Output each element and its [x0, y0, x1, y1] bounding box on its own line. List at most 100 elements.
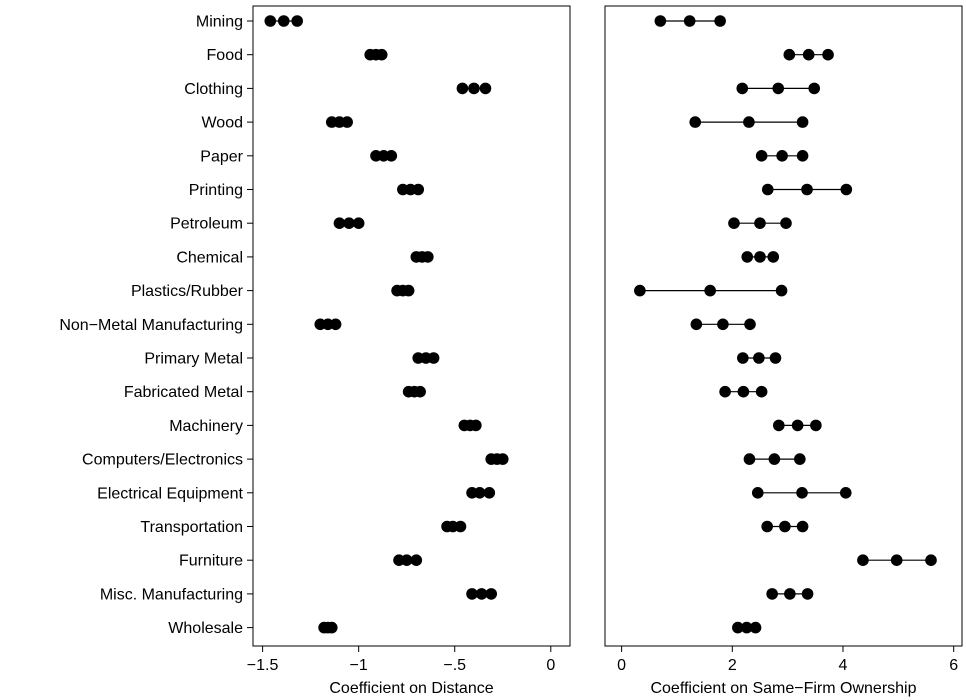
estimate-point: [717, 318, 729, 331]
estimate-point: [791, 419, 804, 432]
category-label: Clothing: [184, 81, 243, 98]
distance-row: [412, 352, 440, 364]
ownership-row: [654, 15, 726, 27]
estimate-point: [779, 520, 791, 533]
distance-row: [314, 318, 342, 331]
distance-row: [458, 419, 482, 432]
interval-low-point: [456, 82, 469, 95]
interval-high-point: [822, 48, 834, 61]
interval-high-point: [767, 251, 780, 263]
distance-row: [370, 150, 398, 162]
category-label: Paper: [200, 148, 243, 165]
interval-high-point: [329, 318, 342, 331]
interval-high-point: [485, 588, 498, 600]
interval-high-point: [341, 116, 353, 128]
x-tick-label: 6: [949, 657, 958, 674]
interval-high-point: [414, 385, 426, 398]
interval-low-point: [741, 251, 754, 263]
interval-high-point: [775, 284, 788, 297]
estimate-point: [683, 15, 696, 27]
category-label: Chemical: [176, 249, 243, 266]
ownership-row: [732, 621, 762, 634]
interval-high-point: [427, 352, 440, 364]
x-tick-label: −1: [350, 657, 368, 674]
estimate-point: [400, 554, 413, 566]
ownership-panel: 0 2 4 6 Coefficient on Same−Firm Ownership: [604, 5, 963, 697]
ownership-row: [743, 453, 806, 465]
ownership-row: [737, 352, 782, 364]
category-label: Machinery: [169, 418, 243, 435]
distance-row: [364, 48, 388, 61]
estimate-point: [753, 352, 765, 364]
interval-high-point: [755, 385, 768, 398]
x-tick-label: 0: [617, 657, 626, 674]
ownership-row: [766, 588, 814, 600]
category-label: Fabricated Metal: [124, 384, 243, 401]
interval-high-point: [375, 48, 388, 61]
interval-high-point: [470, 419, 482, 432]
interval-high-point: [744, 318, 756, 331]
estimate-point: [473, 487, 486, 499]
interval-high-point: [925, 554, 937, 566]
interval-high-point: [780, 217, 792, 229]
interval-high-point: [801, 588, 814, 600]
ownership-row: [736, 82, 821, 95]
category-label: Wood: [201, 115, 243, 132]
interval-low-point: [689, 116, 702, 128]
interval-low-point: [772, 419, 785, 432]
distance-row: [466, 487, 496, 499]
interval-high-point: [808, 82, 821, 95]
distance-panel: Mining Food Clothing Wood Paper Printing Petro…: [59, 5, 571, 697]
distance-row: [318, 621, 338, 634]
distance-plot-frame: [252, 5, 571, 647]
estimate-point: [754, 251, 766, 263]
distance-row: [397, 183, 425, 196]
distance-row: [466, 588, 498, 600]
ownership-row: [634, 284, 788, 297]
estimate-point: [796, 487, 808, 499]
interval-low-point: [736, 82, 749, 95]
interval-low-point: [761, 183, 774, 196]
ownership-row: [783, 48, 834, 61]
estimate-point: [776, 150, 788, 162]
estimate-point: [754, 217, 766, 229]
distance-row: [325, 116, 353, 128]
interval-high-point: [483, 487, 496, 499]
estimate-point: [737, 385, 750, 398]
interval-high-point: [454, 520, 467, 533]
estimate-point: [277, 15, 290, 27]
x-tick-label: −1.5: [247, 657, 279, 674]
estimate-point: [802, 48, 815, 61]
x-axis-title: Coefficient on Same−Firm Ownership: [650, 680, 916, 697]
ownership-row: [689, 116, 809, 128]
interval-low-point: [654, 15, 667, 27]
estimate-point: [768, 453, 781, 465]
distance-row: [456, 82, 492, 95]
interval-high-point: [402, 284, 415, 297]
interval-low-point: [634, 284, 646, 297]
interval-low-point: [690, 318, 703, 331]
interval-low-point: [755, 150, 768, 162]
interval-high-point: [410, 554, 423, 566]
category-label: Wholesale: [168, 620, 243, 637]
ownership-row: [741, 251, 780, 263]
category-label: Plastics/Rubber: [131, 283, 244, 300]
distance-row: [264, 15, 303, 27]
estimate-point: [890, 554, 903, 566]
interval-low-point: [766, 588, 778, 600]
interval-high-point: [796, 150, 809, 162]
category-label: Non−Metal Manufacturing: [59, 317, 243, 334]
estimate-point: [801, 183, 813, 196]
estimate-point: [704, 284, 716, 297]
distance-row: [402, 385, 426, 398]
interval-low-point: [751, 487, 764, 499]
category-label: Transportation: [140, 519, 243, 536]
ownership-row: [751, 487, 852, 499]
interval-high-point: [794, 453, 806, 465]
category-label: Mining: [196, 14, 243, 31]
interval-high-point: [810, 419, 822, 432]
estimate-point: [740, 621, 753, 634]
x-tick-label: 4: [839, 657, 848, 674]
interval-high-point: [422, 251, 434, 263]
